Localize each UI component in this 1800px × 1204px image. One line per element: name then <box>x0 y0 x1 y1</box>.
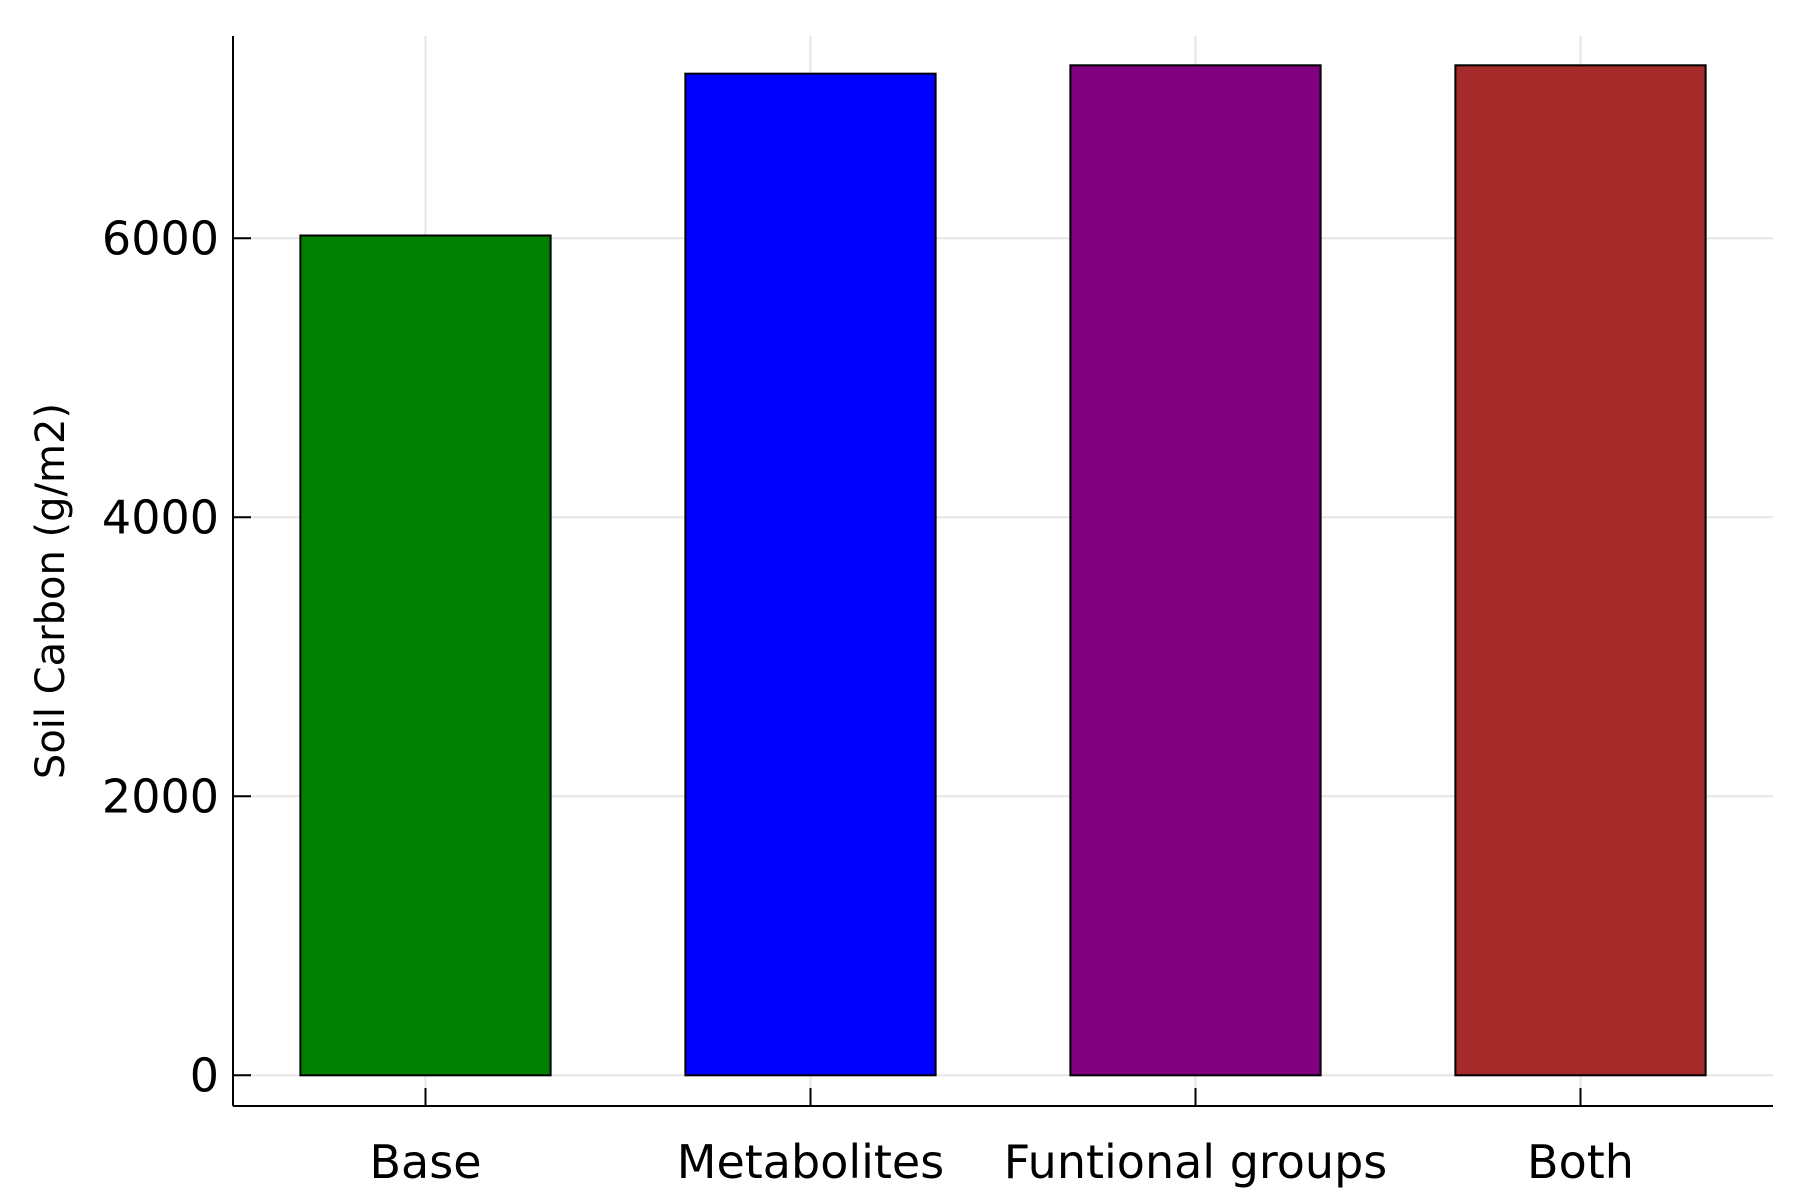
axes <box>232 36 1773 1107</box>
x-tick-label: Metabolites <box>677 1135 944 1189</box>
bars <box>299 64 1707 1077</box>
x-tick-label: Funtional groups <box>1004 1135 1388 1189</box>
x-tick-label: Base <box>369 1135 481 1189</box>
bar <box>1454 64 1707 1077</box>
bar <box>684 72 937 1077</box>
y-tick-label: 0 <box>190 1048 219 1102</box>
tick-labels: 0 2000 4000 6000 Base Metabolites Funtional gr… <box>102 211 1634 1189</box>
y-tick-label: 2000 <box>102 769 219 823</box>
y-tick-label: 6000 <box>102 211 219 265</box>
y-axis-label: Soil Carbon (g/m2) <box>28 403 74 779</box>
bar <box>299 234 552 1077</box>
x-tick-label: Both <box>1527 1135 1634 1189</box>
bar <box>1069 64 1322 1077</box>
y-tick-label: 4000 <box>102 490 219 544</box>
